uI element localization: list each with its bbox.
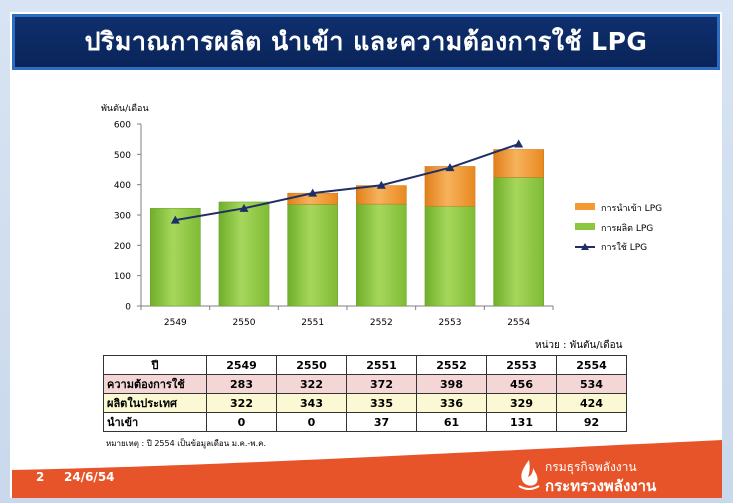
table-row-production: ผลิตในประเทศ 322 343 335 336 329 424 bbox=[103, 393, 627, 413]
table-cell: 372 bbox=[346, 374, 417, 394]
x-tick-label: 2550 bbox=[233, 318, 256, 328]
data-table: ปี 2549 2550 2551 2552 2553 2554 ความต้อ… bbox=[103, 355, 627, 432]
point-usage bbox=[445, 163, 455, 172]
bar-production bbox=[218, 201, 270, 307]
table-cell: 398 bbox=[416, 374, 487, 394]
table-cell: 283 bbox=[206, 374, 277, 394]
x-tick-label: 2554 bbox=[507, 318, 530, 328]
x-tick-label: 2553 bbox=[439, 318, 462, 328]
table-header-label: ปี bbox=[103, 355, 207, 375]
table-cell: 131 bbox=[486, 412, 557, 432]
y-tick-label: 500 bbox=[114, 151, 131, 161]
point-usage bbox=[170, 215, 180, 224]
table-cell: 37 bbox=[346, 412, 417, 432]
ministry-name: กระทรวงพลังงาน bbox=[545, 477, 657, 495]
table-cell: 322 bbox=[276, 374, 347, 394]
row-label: ผลิตในประเทศ bbox=[103, 393, 207, 413]
slide-date: 24/6/54 bbox=[64, 470, 115, 484]
table-row-import: นำเข้า 0 0 37 61 131 92 bbox=[103, 412, 627, 432]
bar-production bbox=[493, 177, 544, 307]
y-tick-label: 0 bbox=[125, 303, 131, 313]
y-tick-label: 100 bbox=[114, 272, 131, 282]
table-cell: 424 bbox=[556, 393, 627, 413]
footer-band-shape bbox=[12, 440, 722, 498]
table-cell: 322 bbox=[206, 393, 277, 413]
x-tick-label: 2552 bbox=[370, 318, 393, 328]
bar-production bbox=[356, 203, 407, 307]
footnote: หมายเหตุ : ปี 2554 เป็นข้อมูลเดือน ม.ค.-… bbox=[106, 439, 267, 448]
table-cell: 92 bbox=[556, 412, 627, 432]
table-row-demand: ความต้องการใช้ 283 322 372 398 456 534 bbox=[103, 374, 627, 394]
legend-label-production: การผลิต LPG bbox=[601, 223, 653, 234]
bar-import bbox=[424, 166, 476, 207]
bar-production bbox=[424, 205, 476, 307]
table-cell: 335 bbox=[346, 393, 417, 413]
slide-title: ปริมาณการผลิต นำเข้า และความต้องการใช้ L… bbox=[84, 27, 648, 56]
table-cell: 0 bbox=[206, 412, 277, 432]
point-usage bbox=[514, 139, 524, 148]
legend-label-usage: การใช้ LPG bbox=[601, 242, 647, 253]
table-cell: 0 bbox=[276, 412, 347, 432]
bar-import bbox=[493, 149, 544, 178]
table-year: 2554 bbox=[556, 355, 627, 375]
table-year: 2549 bbox=[206, 355, 277, 375]
legend-marker-usage bbox=[581, 243, 589, 250]
table-year: 2550 bbox=[276, 355, 347, 375]
point-usage bbox=[376, 180, 386, 189]
line-usage bbox=[175, 143, 519, 222]
page-number: 2 bbox=[36, 470, 45, 484]
table-cell: 336 bbox=[416, 393, 487, 413]
y-tick-label: 400 bbox=[114, 181, 131, 191]
org-name: กรมธุรกิจพลังงาน bbox=[545, 460, 637, 474]
bar-production bbox=[287, 204, 338, 307]
table-cell: 534 bbox=[556, 374, 627, 394]
x-tick-label: 2549 bbox=[164, 318, 187, 328]
legend-label-import: การนำเข้า LPG bbox=[601, 203, 662, 214]
footer-band bbox=[12, 440, 722, 498]
table-cell: 343 bbox=[276, 393, 347, 413]
bar-production bbox=[150, 208, 201, 307]
point-usage bbox=[239, 203, 249, 212]
table-year: 2551 bbox=[346, 355, 417, 375]
table-header-row: ปี 2549 2550 2551 2552 2553 2554 bbox=[103, 355, 627, 375]
table-year: 2553 bbox=[486, 355, 557, 375]
unit-note: หน่วย : พันตัน/เดือน bbox=[535, 340, 623, 351]
legend-swatch-production bbox=[575, 223, 595, 230]
flame-logo-icon bbox=[518, 460, 540, 490]
row-label: นำเข้า bbox=[103, 412, 207, 432]
y-tick-label: 200 bbox=[114, 242, 131, 252]
table-cell: 456 bbox=[486, 374, 557, 394]
y-tick-label: 600 bbox=[114, 121, 131, 131]
table-year: 2552 bbox=[416, 355, 487, 375]
y-tick-label: 300 bbox=[114, 212, 131, 222]
table-cell: 61 bbox=[416, 412, 487, 432]
y-axis-label: พันตัน/เดือน bbox=[101, 103, 149, 114]
title-bar: ปริมาณการผลิต นำเข้า และความต้องการใช้ L… bbox=[12, 14, 720, 70]
point-usage bbox=[308, 188, 318, 197]
table-cell: 329 bbox=[486, 393, 557, 413]
legend-swatch-import bbox=[575, 203, 595, 210]
row-label: ความต้องการใช้ bbox=[103, 374, 207, 394]
x-tick-label: 2551 bbox=[301, 318, 324, 328]
